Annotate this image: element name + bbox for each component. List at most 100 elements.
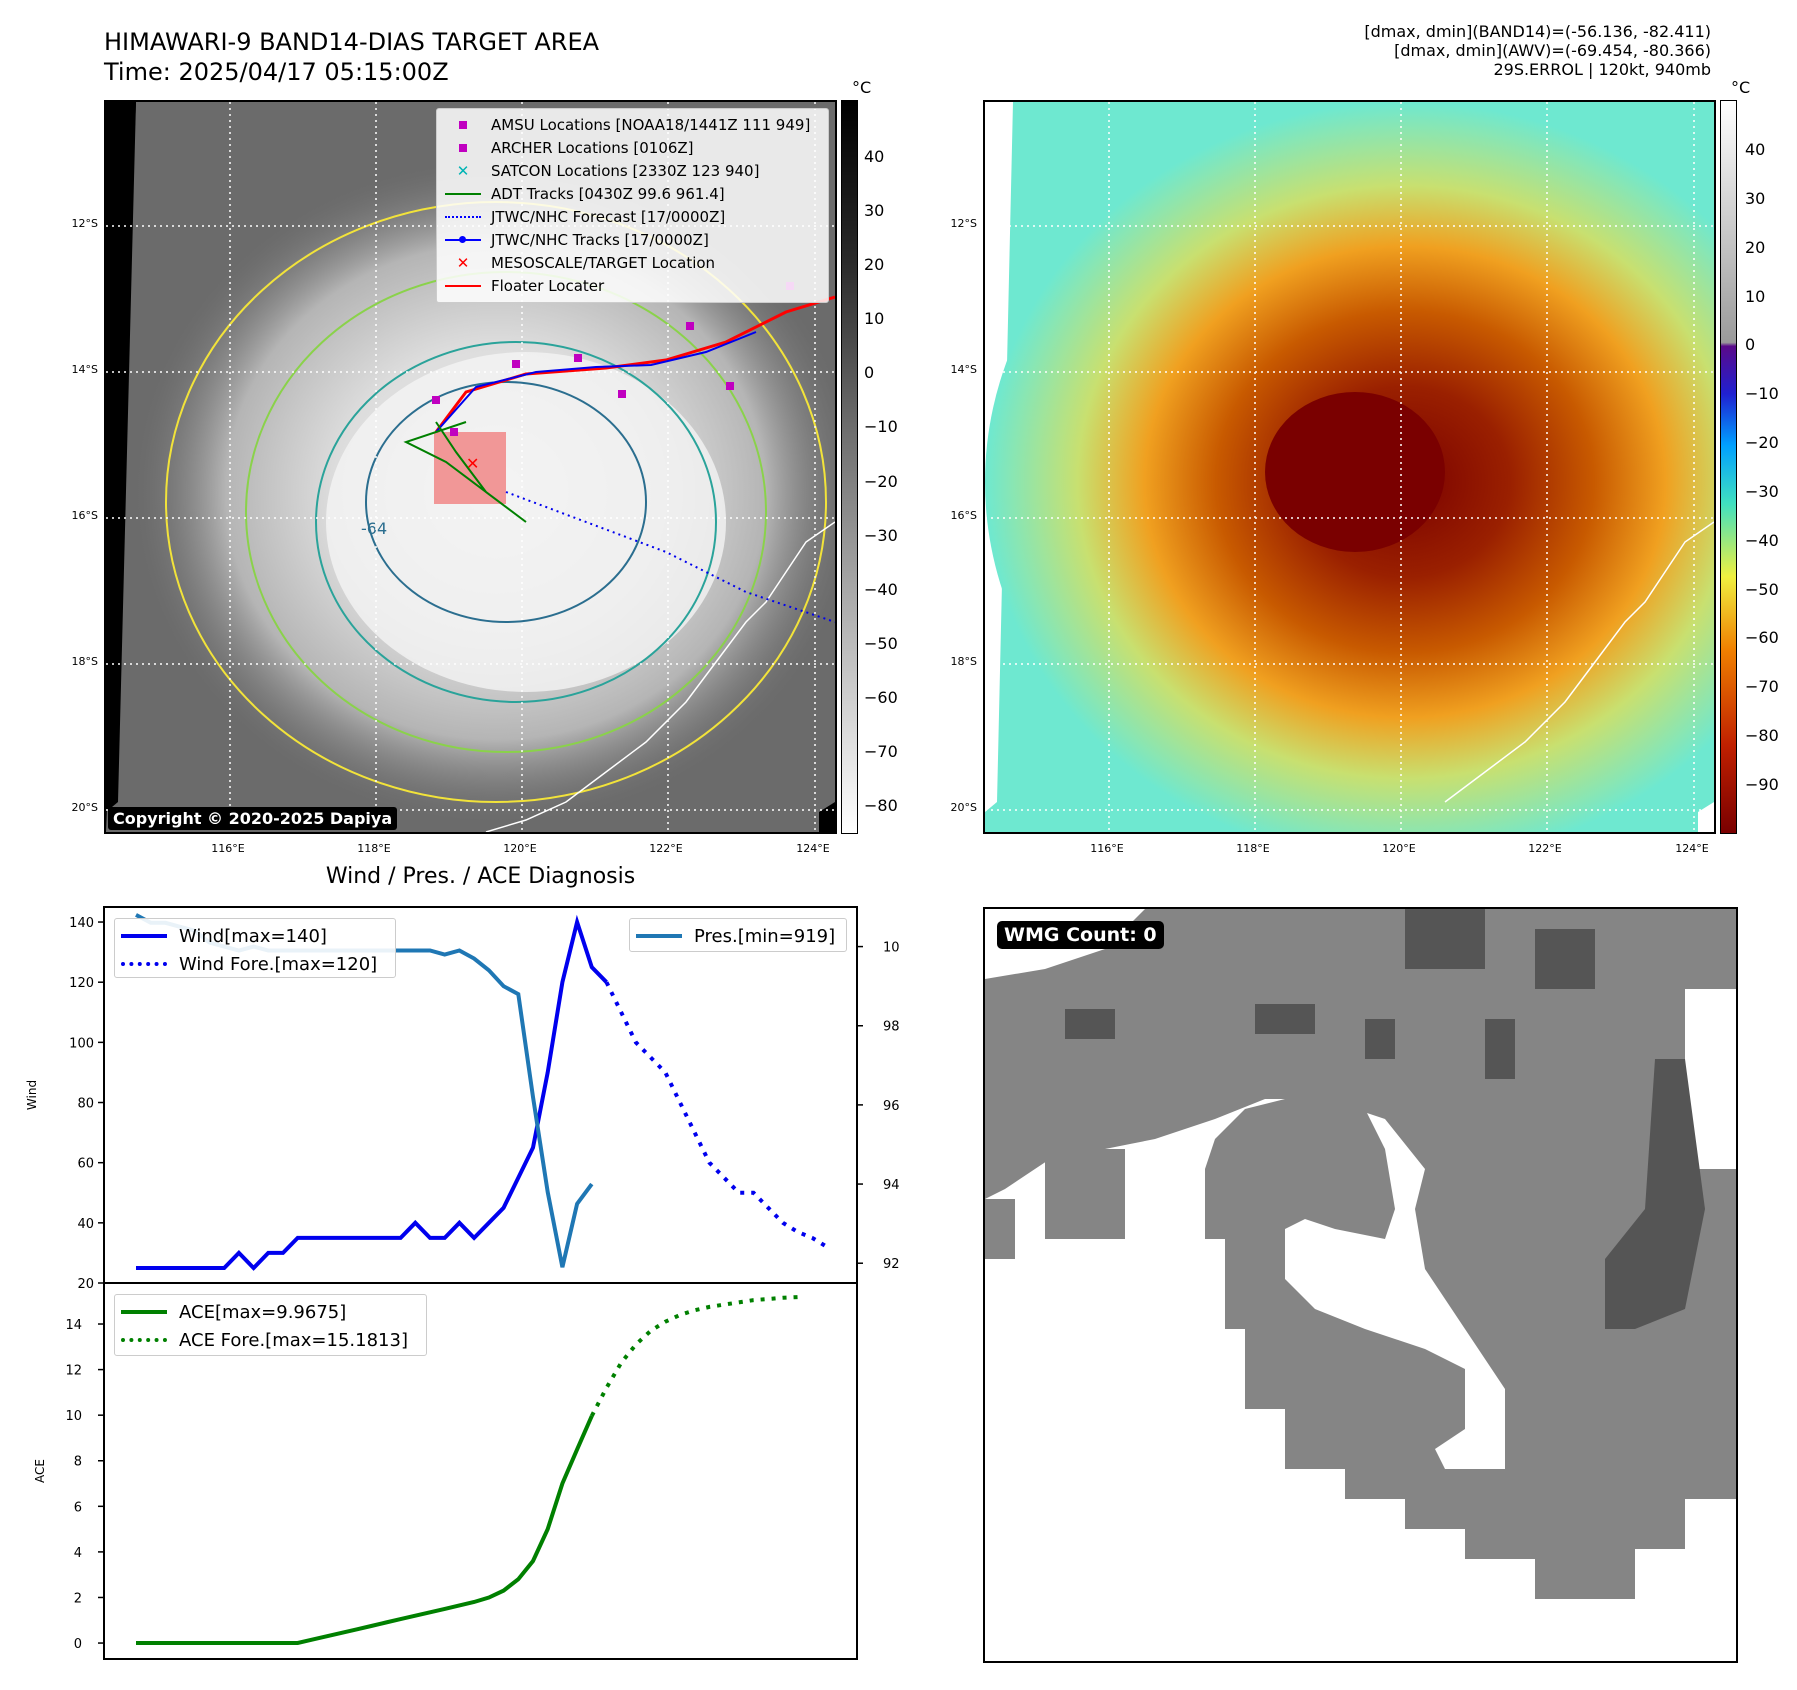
ir-colorbar xyxy=(841,100,858,834)
colorbar-tick: −30 xyxy=(1745,481,1779,501)
lat-label: 18°S xyxy=(950,655,977,668)
lon-label: 118°E xyxy=(1236,842,1270,855)
colorbar-tick: 10 xyxy=(864,309,885,329)
copyright: Copyright © 2020-2025 Dapiya xyxy=(108,807,398,830)
adt-track xyxy=(403,421,527,523)
colorbar-tick: −90 xyxy=(1745,775,1779,794)
map-time: Time: 2025/04/17 05:15:00Z xyxy=(104,58,449,86)
ace-tick-label: 0 xyxy=(74,1637,82,1652)
colorbar-tick: 30 xyxy=(1745,188,1766,208)
wmg-image xyxy=(985,909,1736,1599)
info-band14: [dmax, dmin](BAND14)=(-56.136, -82.411) xyxy=(1364,22,1711,41)
colorbar-tick: −40 xyxy=(1745,530,1779,550)
colorbar-tick: −50 xyxy=(1745,579,1779,599)
ace-line xyxy=(136,1415,594,1645)
ace-legend: ACE[max=9.9675] ACE Fore.[max=15.1813] xyxy=(114,1294,427,1356)
map-title: HIMAWARI-9 BAND14-DIAS TARGET AREA xyxy=(104,28,600,56)
colorbar-tick: −10 xyxy=(1745,384,1779,404)
colorbar-tick: −80 xyxy=(864,796,898,815)
target-box xyxy=(434,432,506,504)
wind-tick-label: 140 xyxy=(69,916,94,931)
lat-label: 12°S xyxy=(71,217,98,230)
colorbar-tick: −10 xyxy=(864,417,898,437)
legend-item-ace-forecast: ACE Fore.[max=15.1813] xyxy=(121,1326,420,1354)
legend-item-jtwc-forecast: JTWC/NHC Forecast [17/0000Z] xyxy=(443,205,822,228)
ir-map: -64 ✕ Copyright © 2020-2025 Dapiya AMSU xyxy=(104,100,837,834)
ace-tick-label: 6 xyxy=(74,1500,82,1515)
legend-item-floater: Floater Locater xyxy=(443,274,822,297)
pressure-tick-label: 1000 xyxy=(883,941,900,956)
lat-label: 18°S xyxy=(71,655,98,668)
lat-label: 14°S xyxy=(950,363,977,376)
lat-label: 14°S xyxy=(71,363,98,376)
ace-tick-label: 10 xyxy=(65,1409,82,1424)
colorbar-tick: −20 xyxy=(864,471,898,491)
colorbar-tick: −30 xyxy=(864,525,898,545)
wmg-panel: WMG Count: 0 xyxy=(983,907,1738,1663)
wind-tick-label: 80 xyxy=(77,1097,94,1112)
jtwc-track xyxy=(435,331,757,433)
lat-label: 20°S xyxy=(950,801,977,814)
colorbar-tick: 0 xyxy=(864,363,875,383)
wmg-count: WMG Count: 0 xyxy=(997,921,1164,949)
legend-item-adt: ADT Tracks [0430Z 99.6 961.4] xyxy=(443,182,822,205)
colorbar-tick: −70 xyxy=(864,741,898,761)
lon-label: 122°E xyxy=(1528,842,1562,855)
legend-item-satcon: ✕ SATCON Locations [2330Z 123 940] xyxy=(456,161,760,180)
lon-label: 120°E xyxy=(503,842,537,855)
legend-item-pressure: Pres.[min=919] xyxy=(636,922,840,950)
colorbar-tick: 20 xyxy=(1745,237,1766,257)
colorbar-tick: 0 xyxy=(1745,335,1756,355)
legend-item-ace: ACE[max=9.9675] xyxy=(121,1298,420,1326)
legend-item-archer: ARCHER Locations [0106Z] xyxy=(443,136,822,159)
pressure-tick-label: 980 xyxy=(883,1020,900,1035)
info-awv: [dmax, dmin](AWV)=(-69.454, -80.366) xyxy=(1394,41,1711,60)
wind-forecast-line xyxy=(604,981,829,1249)
pressure-tick-label: 920 xyxy=(883,1257,900,1272)
lon-label: 122°E xyxy=(649,842,683,855)
lon-label: 120°E xyxy=(1382,842,1416,855)
lon-label: 116°E xyxy=(211,842,245,855)
legend-item-jtwc-tracks: JTWC/NHC Tracks [17/0000Z] xyxy=(443,228,822,251)
map-legend: AMSU Locations [NOAA18/1441Z 111 949] AR… xyxy=(436,108,829,303)
colorbar-tick: −70 xyxy=(1745,677,1779,697)
colorbar-tick: 40 xyxy=(864,147,885,166)
lon-label: 124°E xyxy=(1675,842,1709,855)
dias-map xyxy=(983,100,1716,834)
ace-tick-label: 8 xyxy=(74,1455,82,1470)
colorbar-tick: −20 xyxy=(1745,433,1779,453)
colorbar-tick: −60 xyxy=(864,687,898,707)
info-storm: 29S.ERROL | 120kt, 940mb xyxy=(1493,60,1711,79)
pressure-legend: Pres.[min=919] xyxy=(629,918,847,952)
ace-tick-label: 12 xyxy=(65,1364,82,1379)
legend-item-amsu: AMSU Locations [NOAA18/1441Z 111 949] xyxy=(443,113,822,136)
lat-label: 12°S xyxy=(950,217,977,230)
wind-tick-label: 100 xyxy=(69,1036,94,1051)
contour-label: -64 xyxy=(361,519,387,538)
legend-item-mesoscale: ✕ MESOSCALE/TARGET Location xyxy=(456,253,716,272)
colorbar-tick: −80 xyxy=(1745,726,1779,746)
ace-tick-label: 14 xyxy=(65,1318,82,1333)
wind-tick-label: 60 xyxy=(77,1157,94,1172)
colorbar-tick: −60 xyxy=(1745,628,1779,648)
wind-legend: Wind[max=140] Wind Fore.[max=120] xyxy=(114,918,396,978)
legend-item-wind: Wind[max=140] xyxy=(121,922,389,950)
floater-track xyxy=(434,295,835,433)
diagnosis-chart: 20 40 60 80 100 120 140 920 940 960 980 1000 0 2 4 6 8 10… xyxy=(25,906,900,1660)
lat-label: 16°S xyxy=(71,509,98,522)
wind-tick-label: 40 xyxy=(77,1217,94,1232)
ace-tick-label: 2 xyxy=(74,1591,82,1606)
wind-line xyxy=(136,914,608,1271)
pressure-tick-label: 940 xyxy=(883,1178,900,1193)
colorbar-tick: 30 xyxy=(864,201,885,221)
ace-tick-label: 4 xyxy=(74,1546,82,1561)
dias-colorbar xyxy=(1720,100,1737,834)
lon-label: 116°E xyxy=(1090,842,1124,855)
dias-colorbar-unit: °C xyxy=(1731,78,1751,97)
colorbar-tick: 20 xyxy=(864,255,885,275)
lon-label: 124°E xyxy=(796,842,830,855)
lat-label: 16°S xyxy=(950,509,977,522)
colorbar-tick: −40 xyxy=(864,579,898,599)
colorbar-tick: 40 xyxy=(1745,140,1766,159)
lat-label: 20°S xyxy=(71,801,98,814)
